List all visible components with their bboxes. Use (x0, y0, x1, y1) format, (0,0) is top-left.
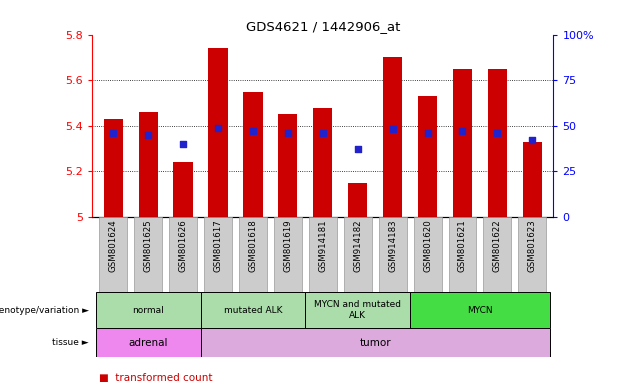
Text: GSM801622: GSM801622 (493, 219, 502, 272)
Text: GSM914181: GSM914181 (318, 219, 328, 272)
Text: genotype/variation ►: genotype/variation ► (0, 306, 89, 314)
Bar (418, 96, 437, 217)
Bar (518, 217, 546, 292)
Bar (200, 328, 550, 357)
Bar (134, 217, 162, 292)
Bar (448, 217, 476, 292)
Point (143, 132, 153, 138)
Text: GSM801618: GSM801618 (249, 219, 258, 272)
Text: GSM801619: GSM801619 (284, 219, 293, 272)
Bar (383, 57, 402, 217)
Text: mutated ALK: mutated ALK (224, 306, 282, 314)
Bar (244, 91, 263, 217)
Title: GDS4621 / 1442906_at: GDS4621 / 1442906_at (245, 20, 400, 33)
Bar (523, 142, 542, 217)
Bar (274, 217, 302, 292)
Bar (343, 217, 371, 292)
Point (178, 141, 188, 147)
Bar (104, 119, 123, 217)
Text: ■  transformed count: ■ transformed count (99, 373, 212, 383)
Text: MYCN and mutated
ALK: MYCN and mutated ALK (314, 300, 401, 320)
Bar (204, 217, 232, 292)
Point (318, 130, 328, 136)
Text: GSM801626: GSM801626 (179, 219, 188, 272)
Point (108, 130, 118, 136)
Bar (305, 292, 410, 328)
Bar (413, 217, 441, 292)
Text: GSM801621: GSM801621 (458, 219, 467, 272)
Bar (278, 114, 298, 217)
Bar (348, 183, 368, 217)
Text: GSM914182: GSM914182 (353, 219, 362, 272)
Point (387, 126, 398, 132)
Bar (169, 217, 197, 292)
Text: GSM801623: GSM801623 (528, 219, 537, 272)
Point (352, 146, 363, 152)
Point (283, 130, 293, 136)
Bar (453, 69, 472, 217)
Text: tissue ►: tissue ► (52, 338, 89, 347)
Point (213, 124, 223, 131)
Bar (483, 217, 511, 292)
Text: GSM801625: GSM801625 (144, 219, 153, 272)
Text: GSM801617: GSM801617 (214, 219, 223, 272)
Point (527, 137, 537, 143)
Bar (410, 292, 550, 328)
Text: tumor: tumor (359, 338, 391, 348)
Bar (239, 217, 267, 292)
Bar (139, 112, 158, 217)
Bar (95, 292, 200, 328)
Text: adrenal: adrenal (128, 338, 168, 348)
Text: GSM801620: GSM801620 (423, 219, 432, 272)
Bar (95, 328, 200, 357)
Bar (209, 48, 228, 217)
Bar (488, 69, 507, 217)
Bar (174, 162, 193, 217)
Bar (378, 217, 406, 292)
Bar (313, 108, 333, 217)
Text: GSM801624: GSM801624 (109, 219, 118, 272)
Point (422, 130, 432, 136)
Bar (99, 217, 127, 292)
Point (248, 128, 258, 134)
Bar (309, 217, 336, 292)
Bar (200, 292, 305, 328)
Text: MYCN: MYCN (467, 306, 493, 314)
Text: normal: normal (132, 306, 164, 314)
Point (457, 128, 467, 134)
Point (492, 130, 502, 136)
Text: GSM914183: GSM914183 (388, 219, 397, 272)
